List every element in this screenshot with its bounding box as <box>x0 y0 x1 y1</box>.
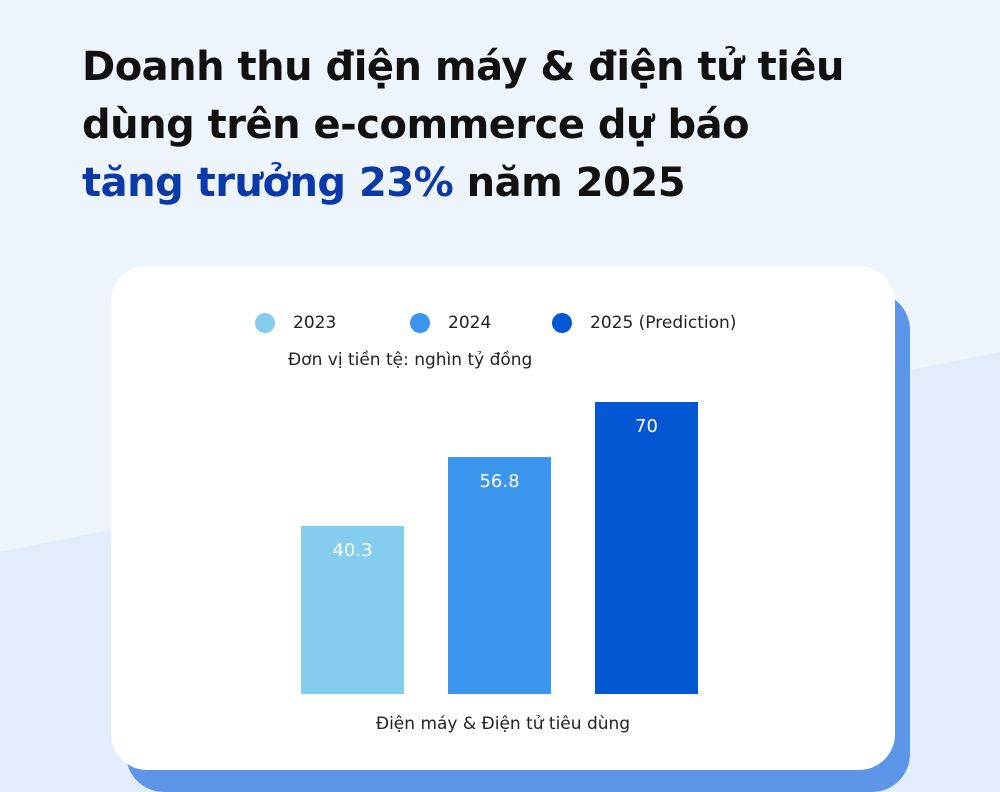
bar-2024 <box>448 457 551 694</box>
headline-line-3-rest: năm 2025 <box>453 160 686 206</box>
legend-label-2024: 2024 <box>448 313 492 333</box>
headline-line-2: dùng trên e-commerce dự báo <box>82 102 750 148</box>
legend-item-2024: 2024 <box>410 312 491 334</box>
data-label-2025: 70 <box>635 416 658 437</box>
chart-card: 2023 2024 2025 (Prediction) Đơn vị tiền … <box>111 266 895 770</box>
legend-swatch-2024 <box>410 313 430 333</box>
data-label-2023: 40.3 <box>332 540 372 561</box>
headline-line-3: tăng trưởng 23% năm 2025 <box>82 154 962 212</box>
legend-item-2023: 2023 <box>255 312 336 334</box>
legend-swatch-2023 <box>255 313 275 333</box>
legend-item-2025: 2025 (Prediction) <box>552 312 736 334</box>
data-label-2024: 56.8 <box>479 471 519 492</box>
bar-chart: 40.3 56.8 70 <box>301 402 698 694</box>
bar-2025 <box>595 402 698 694</box>
category-label: Điện máy & Điện tử tiêu dùng <box>375 714 631 734</box>
legend-label-2025: 2025 (Prediction) <box>590 313 737 333</box>
unit-note: Đơn vị tiền tệ: nghìn tỷ đồng <box>288 350 533 370</box>
headline-accent: tăng trưởng 23% <box>82 160 454 206</box>
legend-label-2023: 2023 <box>293 313 337 333</box>
bar-2023 <box>301 525 404 694</box>
headline-line-1: Doanh thu điện máy & điện tử tiêu <box>82 44 845 90</box>
headline: Doanh thu điện máy & điện tử tiêu dùng t… <box>82 38 962 212</box>
legend-swatch-2025 <box>552 313 572 333</box>
